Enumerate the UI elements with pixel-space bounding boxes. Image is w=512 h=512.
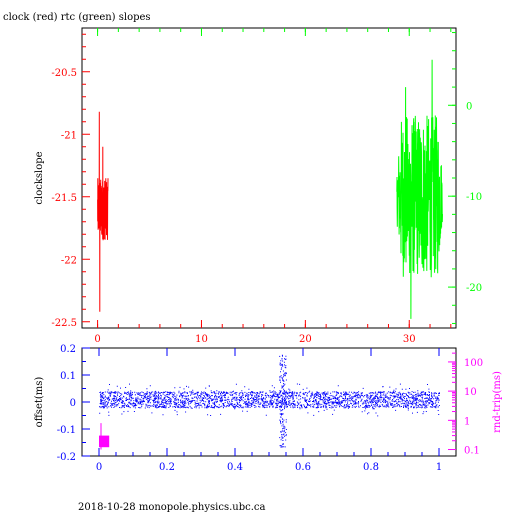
y2-tick-label: 1 xyxy=(464,416,470,427)
y-tick-label: -22 xyxy=(61,255,77,266)
y2-tick-label: 10 xyxy=(464,387,477,398)
y-tick-label: 0.1 xyxy=(60,371,76,382)
x-tick-label: 20 xyxy=(299,334,312,345)
series-rtc-line xyxy=(396,59,443,319)
series-rtt-block xyxy=(99,435,110,448)
x-tick-label: 0.8 xyxy=(363,462,379,473)
series-clock-line xyxy=(97,111,109,312)
x-tick-label: 0 xyxy=(96,462,102,473)
y2-tick-label: -20 xyxy=(466,283,482,294)
y-tick-label: -21 xyxy=(61,130,77,141)
y-tick-label: -22.5 xyxy=(51,318,77,329)
y-tick-label: -0.2 xyxy=(57,452,76,463)
top-plot-axes: -20.5 -21 -21.5 -22 -22.5 0 -10 -20 0 10 20 30 xyxy=(51,28,482,345)
series-offset-points xyxy=(99,354,440,448)
y2-tick-label: 100 xyxy=(464,358,483,369)
x-tick-label: 0.6 xyxy=(295,462,311,473)
x-tick-label: 10 xyxy=(195,334,208,345)
y-tick-label: 0 xyxy=(70,398,76,409)
x-tick-label: 0.2 xyxy=(159,462,175,473)
x-tick-label: 30 xyxy=(403,334,416,345)
top-plot-data xyxy=(97,59,443,319)
y2-tick-label: -10 xyxy=(466,192,482,203)
y2-tick-label: 0 xyxy=(466,101,472,112)
y-tick-label: -20.5 xyxy=(51,68,77,79)
bottom-plot-axes: 0.2 0.1 0 -0.1 -0.2 100 10 1 0.1 0 0.2 0.4 0.6 0.8 1 xyxy=(57,344,483,473)
bottom-ylabel: offset(ms) xyxy=(34,377,45,428)
y-tick-label: -21.5 xyxy=(51,193,77,204)
footer-text: 2018-10-28 monopole.physics.ubc.ca xyxy=(78,502,265,512)
x-tick-label: 0 xyxy=(94,334,100,345)
y2-tick-label: 0.1 xyxy=(464,446,480,457)
chart-title: clock (red) rtc (green) slopes xyxy=(3,12,151,23)
y-tick-label: -0.1 xyxy=(57,425,76,436)
bottom-plot-data xyxy=(99,354,440,450)
x-tick-label: 1 xyxy=(436,462,442,473)
top-ylabel: clockslope xyxy=(34,151,45,204)
y-tick-label: 0.2 xyxy=(60,344,76,355)
bottom-y2label: rnd-trip(ms) xyxy=(492,371,503,433)
x-tick-label: 0.4 xyxy=(227,462,243,473)
